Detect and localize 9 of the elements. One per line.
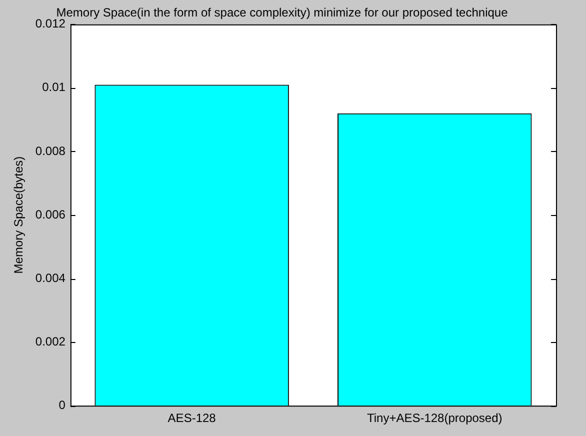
x-tick-label: Tiny+AES-128(proposed) xyxy=(366,411,502,426)
y-axis-title: Memory Space(bytes) xyxy=(12,156,26,274)
y-tick-label: 0.002 xyxy=(35,334,66,348)
x-tick-label: AES-128 xyxy=(168,411,216,426)
y-tick-label: 0.006 xyxy=(35,207,66,222)
y-tick-label: 0.008 xyxy=(35,144,66,158)
y-tick-label: 0.004 xyxy=(35,270,66,285)
y-tick-label: 0 xyxy=(58,398,66,412)
y-tick-label: 0.01 xyxy=(42,80,66,94)
